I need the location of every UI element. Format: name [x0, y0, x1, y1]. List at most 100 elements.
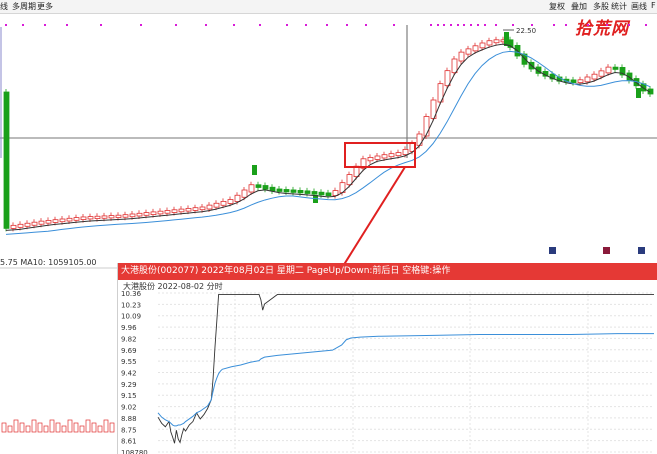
volume-bars	[1, 419, 115, 433]
toolbar-item-overlay[interactable]: 叠加	[571, 2, 587, 11]
candle-body	[171, 209, 178, 213]
candle-body	[122, 214, 129, 218]
indicator-icon-left[interactable]	[549, 247, 556, 254]
candle-body	[241, 189, 248, 198]
candle-body	[584, 76, 591, 83]
candle-body	[24, 222, 31, 227]
candle-body	[493, 39, 500, 44]
marker-dot	[5, 24, 7, 26]
candle-body	[276, 188, 283, 192]
candle-body	[87, 216, 94, 220]
candle-body	[423, 116, 430, 137]
marker-dot	[393, 24, 395, 26]
popup-title-bar[interactable]: 大港股份(002077) 2022年08月02日 星期二 PageUp/Down…	[118, 263, 657, 280]
candle-body	[269, 186, 276, 192]
top-toolbar: 线 多周期 更多 复权 叠加 多股 统计 画线 F	[0, 0, 657, 14]
marker-dot	[531, 24, 533, 26]
toolbar-item-multi-period[interactable]: 多周期	[12, 2, 36, 11]
candle-body	[227, 199, 234, 204]
marker-dot	[44, 24, 46, 26]
volume-bar	[73, 422, 79, 433]
candle-body	[458, 51, 465, 62]
indicator-icon-mid[interactable]	[603, 247, 610, 254]
marker-dot	[175, 24, 177, 26]
volume-bar	[61, 425, 67, 433]
y-tick-label: 108780	[121, 449, 148, 454]
candle-body	[402, 148, 409, 155]
candle-body	[451, 58, 458, 74]
marker-dot	[457, 24, 459, 26]
candle-body	[59, 218, 66, 223]
marker-dot	[512, 24, 514, 26]
marker-dot	[495, 24, 497, 26]
candle-body	[101, 215, 108, 219]
candle-body	[157, 210, 164, 215]
candle-body	[115, 214, 122, 218]
candle-body	[17, 223, 24, 228]
toolbar-item-line[interactable]: 线	[0, 2, 8, 11]
price-line	[157, 294, 654, 444]
marker-dot	[233, 24, 235, 26]
intraday-chart: 10.36 10.23 10.09 9.96 9.82 9.69 9.55 9.42 9.29 9…	[121, 290, 654, 454]
highlight-box	[344, 142, 416, 168]
y-tick-label: 10.36	[121, 290, 142, 298]
volume-bar	[1, 422, 7, 433]
candle-body	[486, 40, 493, 46]
candle-body	[577, 79, 584, 84]
y-tick-label: 9.42	[121, 370, 137, 378]
candle-body	[605, 66, 612, 74]
candle-body	[472, 45, 479, 52]
toolbar-item-more[interactable]: 更多	[37, 2, 53, 11]
candle-body	[346, 174, 353, 186]
volume-bar	[49, 419, 55, 433]
marker-dot	[305, 24, 307, 26]
candle-body	[374, 155, 381, 160]
candle-body	[304, 190, 311, 194]
intraday-y-ticks: 10.36 10.23 10.09 9.96 9.82 9.69 9.55 9.42 9.29 9…	[121, 290, 148, 454]
marker-dot	[22, 24, 24, 26]
y-tick-label: 8.88	[121, 415, 137, 423]
volume-bar	[97, 425, 103, 433]
indicator-icon-right[interactable]	[638, 247, 645, 254]
toolbar-item-multistock[interactable]: 多股	[593, 2, 609, 11]
candle-body	[325, 192, 332, 196]
candle-body	[213, 202, 220, 208]
volume-bar	[43, 425, 49, 433]
y-tick-label: 9.82	[121, 335, 137, 343]
toolbar-item-draw[interactable]: 画线	[631, 2, 647, 11]
candle-body	[3, 91, 10, 229]
candle-body	[248, 184, 255, 193]
candle-body	[199, 206, 206, 211]
marker-dot	[346, 24, 348, 26]
candle-body	[94, 215, 101, 219]
y-tick-label: 9.96	[121, 324, 137, 332]
marker-dot	[645, 24, 647, 26]
candle-body	[66, 217, 73, 222]
candle-body	[220, 200, 227, 206]
candle-body	[136, 212, 143, 217]
toolbar-item-stats[interactable]: 统计	[611, 2, 627, 11]
candle-body	[619, 67, 626, 76]
candle-body	[395, 152, 402, 157]
candle-body	[164, 210, 171, 214]
candle-body	[178, 208, 185, 213]
marker-dot	[430, 24, 432, 26]
candle-body	[108, 215, 115, 219]
y-tick-label: 9.29	[121, 381, 137, 389]
marker-dot	[437, 24, 439, 26]
candle-body	[45, 219, 52, 224]
y-tick-label: 9.69	[121, 347, 137, 355]
toolbar-item-fuquan[interactable]: 复权	[549, 2, 565, 11]
y-tick-label: 8.61	[121, 438, 137, 446]
candle-body	[262, 185, 269, 190]
toolbar-item-f[interactable]: F	[651, 1, 656, 10]
volume-bar	[25, 425, 31, 433]
volume-bar	[67, 419, 73, 433]
candle-body	[297, 189, 304, 194]
y-tick-label: 9.15	[121, 392, 137, 400]
average-price-line	[157, 333, 654, 427]
candle-body	[185, 207, 192, 212]
marker-dot	[205, 24, 207, 26]
marker-dot	[450, 24, 452, 26]
candle-body	[73, 217, 80, 221]
